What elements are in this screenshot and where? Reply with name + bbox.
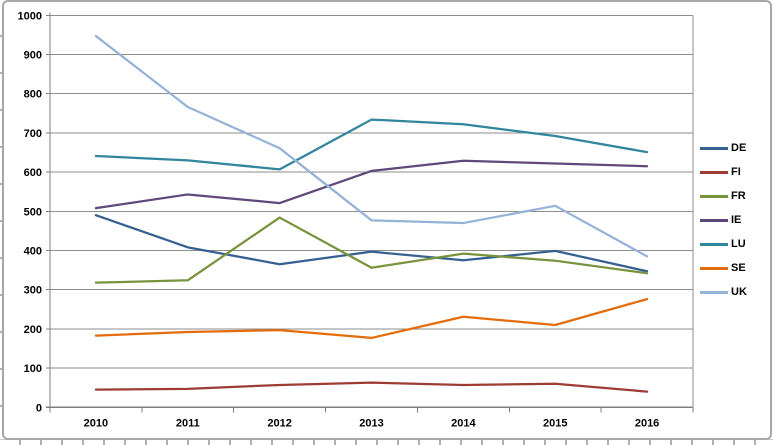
series-line-IE[interactable] xyxy=(94,159,649,210)
series-line-DE[interactable] xyxy=(94,214,649,273)
legend-entry-IE[interactable]: IE xyxy=(700,213,741,227)
y-tick-label: 1000 xyxy=(18,10,42,22)
legend-label-FI: FI xyxy=(731,166,741,178)
legend-label-IE: IE xyxy=(731,214,742,226)
series-line-UK[interactable] xyxy=(94,34,649,258)
x-tick-label: 2013 xyxy=(359,417,383,429)
legend-label-FR: FR xyxy=(731,190,746,202)
x-tick-label: 2016 xyxy=(635,417,659,429)
y-tick-label: 900 xyxy=(24,50,42,62)
y-tick-label: 500 xyxy=(24,206,42,218)
x-tick-label: 2014 xyxy=(451,417,476,429)
series-line-SE[interactable] xyxy=(94,297,649,340)
y-tick-label: 0 xyxy=(36,402,42,414)
legend-swatch-FR xyxy=(700,194,728,198)
legend-entry-FR[interactable]: FR xyxy=(700,189,746,203)
legend-swatch-UK xyxy=(700,290,728,294)
y-tick-label: 700 xyxy=(24,128,42,140)
y-tick-label: 200 xyxy=(24,324,42,336)
y-tick-label: 100 xyxy=(24,363,42,375)
legend-swatch-LU xyxy=(700,242,728,246)
y-tick-label: 300 xyxy=(24,285,42,297)
y-tick-label: 600 xyxy=(24,167,42,179)
series-line-FI[interactable] xyxy=(94,381,649,393)
y-tick-label: 400 xyxy=(24,246,42,258)
legend-label-LU: LU xyxy=(731,238,746,250)
y-tick-label: 800 xyxy=(24,89,42,101)
legend-entry-LU[interactable]: LU xyxy=(700,237,746,251)
legend-label-DE: DE xyxy=(731,142,747,154)
legend-entry-DE[interactable]: DE xyxy=(700,141,746,155)
legend-swatch-FI xyxy=(700,170,728,174)
x-tick-label: 2012 xyxy=(267,417,291,429)
legend-label-SE: SE xyxy=(731,262,746,274)
legend-swatch-DE xyxy=(700,146,728,150)
legend-entry-FI[interactable]: FI xyxy=(700,165,741,179)
legend-swatch-IE xyxy=(700,218,728,222)
legend-swatch-SE xyxy=(700,266,728,270)
legend-entry-SE[interactable]: SE xyxy=(700,261,746,275)
legend-label-UK: UK xyxy=(731,286,747,298)
series-line-FR[interactable] xyxy=(94,216,649,284)
x-tick-label: 2015 xyxy=(543,417,567,429)
series-line-LU[interactable] xyxy=(94,118,649,171)
x-tick-label: 2010 xyxy=(84,417,108,429)
x-tick-label: 2011 xyxy=(176,417,200,429)
legend-entry-UK[interactable]: UK xyxy=(700,285,747,299)
worksheet-left-edge xyxy=(0,0,3,445)
